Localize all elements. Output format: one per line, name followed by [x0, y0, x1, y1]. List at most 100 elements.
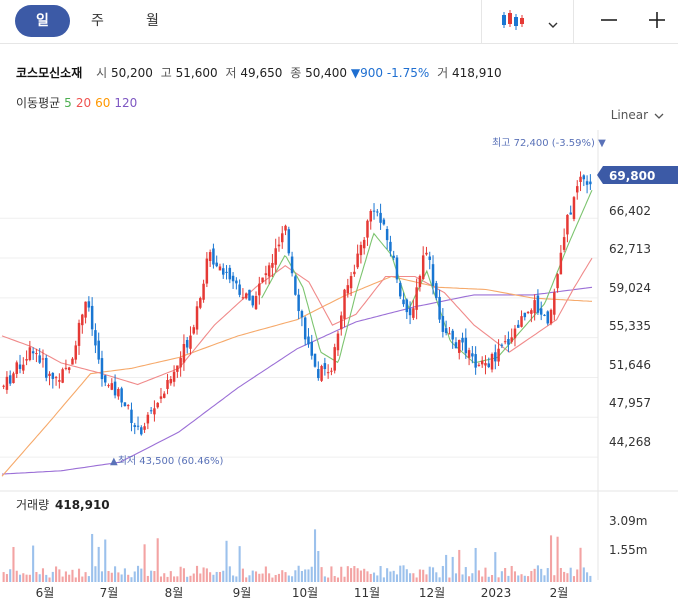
- volume-bar: [205, 568, 208, 582]
- candle-body: [251, 295, 254, 306]
- candle-body: [133, 425, 136, 427]
- candle-body: [362, 239, 366, 249]
- candle-body: [431, 264, 435, 286]
- volume-bar: [382, 577, 385, 582]
- volume-bar: [133, 571, 136, 582]
- candle-body: [64, 367, 68, 369]
- candle-body: [100, 358, 104, 380]
- candle-body: [372, 210, 376, 212]
- candle-body: [579, 176, 582, 182]
- volume-bar: [241, 568, 244, 582]
- candle-body: [559, 252, 563, 275]
- volume-bar: [130, 577, 133, 582]
- open-value: 50,200: [110, 66, 153, 80]
- volume-bar: [84, 572, 87, 582]
- candle-body: [45, 357, 48, 378]
- volume-bar: [228, 566, 231, 582]
- volume-bar: [192, 573, 195, 582]
- volume-bar: [68, 574, 71, 582]
- volume-bar: [45, 574, 48, 582]
- candle-body: [326, 372, 330, 374]
- volume-bar: [254, 571, 258, 582]
- candle-body: [297, 294, 300, 312]
- volume-bar: [297, 565, 300, 582]
- volume-bar: [294, 570, 297, 582]
- volume-bar: [222, 570, 225, 582]
- candle-body: [464, 337, 468, 354]
- volume-bar: [150, 570, 153, 582]
- candle-body: [156, 402, 159, 408]
- zoom-out-button[interactable]: [592, 0, 626, 44]
- candle-body: [274, 248, 277, 265]
- candle-body: [438, 296, 441, 320]
- volume-bar: [579, 547, 582, 582]
- volume-bar: [582, 567, 585, 582]
- candle-body: [392, 255, 395, 258]
- candle-body: [41, 358, 45, 360]
- candle-body: [8, 375, 12, 384]
- volume-bar: [418, 569, 421, 582]
- volume-bar: [209, 572, 212, 582]
- zoom-in-button[interactable]: [640, 0, 674, 44]
- volume-bar: [163, 573, 166, 582]
- volume-bar: [366, 571, 369, 582]
- volume-bar: [156, 538, 159, 582]
- volume-bar: [153, 571, 156, 582]
- close-label: 종: [290, 66, 302, 80]
- volume-bar: [22, 573, 25, 582]
- candle-body: [572, 197, 576, 220]
- candle-body: [444, 328, 448, 334]
- tab-daily[interactable]: 일: [15, 5, 70, 37]
- candle-body: [441, 316, 445, 332]
- candle-body: [530, 310, 533, 314]
- candle-body: [172, 371, 176, 382]
- x-tick-label: 10월: [292, 586, 318, 600]
- volume-bar: [386, 568, 389, 582]
- volume-bar: [379, 566, 382, 582]
- volume-bar: [87, 576, 90, 582]
- volume-bar: [369, 573, 372, 582]
- volume-bar: [507, 575, 510, 582]
- x-tick-label: 11월: [354, 586, 380, 600]
- candle-body: [281, 233, 284, 243]
- candle-body: [461, 337, 464, 343]
- candle-body: [307, 336, 310, 345]
- ma60-line: [1, 275, 593, 477]
- y-tick-label: 59,024: [609, 281, 651, 295]
- volume-bar: [74, 577, 77, 582]
- low-label: 저: [225, 66, 237, 80]
- volume-bar: [215, 571, 218, 582]
- volume-bar: [38, 574, 41, 582]
- candle-body: [566, 214, 569, 235]
- volume-title: 거래량: [16, 498, 49, 512]
- volume-bar: [176, 576, 179, 582]
- volume-bar: [412, 573, 415, 582]
- candle-body: [576, 186, 579, 193]
- candle-body: [503, 341, 507, 343]
- min-price-annotation: ▲최저 43,500 (60.46%): [110, 455, 223, 467]
- candle-body: [74, 345, 77, 360]
- scale-mode-selector[interactable]: Linear: [611, 108, 664, 122]
- volume-bar: [477, 570, 480, 582]
- tab-weekly[interactable]: 주: [91, 13, 104, 29]
- candle-body: [179, 357, 182, 368]
- candle-body: [428, 256, 431, 260]
- candle-body: [48, 373, 51, 376]
- candle-body: [543, 314, 546, 316]
- candle-body: [359, 244, 363, 256]
- y-tick-label: 55,335: [609, 319, 651, 333]
- volume-bar: [336, 577, 340, 582]
- volume-bar: [340, 566, 343, 582]
- candle-body: [149, 410, 153, 412]
- volume-bar: [520, 574, 523, 582]
- volume-bar: [350, 568, 353, 582]
- candle-body: [15, 362, 18, 374]
- candle-body: [569, 212, 572, 215]
- candle-body: [38, 355, 41, 363]
- candle-body: [153, 408, 156, 415]
- chart-type-selector[interactable]: [490, 0, 568, 44]
- tab-monthly[interactable]: 월: [146, 13, 159, 29]
- volume-bar: [32, 545, 35, 582]
- volume-bar: [258, 573, 261, 582]
